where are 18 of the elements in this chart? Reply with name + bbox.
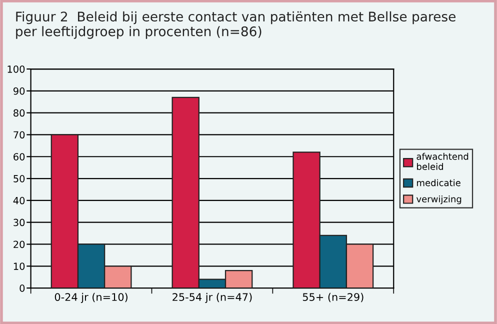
- y-tick-label: 40: [13, 196, 25, 204]
- legend-label: afwachtend beleid: [416, 152, 468, 170]
- y-tick-label: 50: [14, 175, 25, 182]
- legend-label: medicatie: [417, 179, 460, 186]
- y-tick-label: 80: [14, 109, 25, 117]
- y-tick-label: 100: [8, 65, 25, 73]
- y-tick-label: 60: [14, 153, 25, 160]
- y-tick-label: 10: [14, 262, 25, 270]
- chart-title: Figuur 2 Beleid bij eerste contact van patiënten met Bellse parese per leeftijdgroep in procenten (n=86): [16, 11, 456, 39]
- x-tick-label: 55+ (n=29): [302, 292, 364, 302]
- y-tick-label: 0: [20, 284, 25, 292]
- x-tick-label: 25-54 jr (n=47): [172, 292, 252, 303]
- x-tick-label: 0-24 jr (n=10): [54, 292, 128, 303]
- y-tick-label: 90: [14, 87, 25, 95]
- y-tick-label: 70: [14, 131, 25, 139]
- y-tick-label: 20: [14, 240, 25, 248]
- y-tick-label: 30: [14, 218, 25, 226]
- legend-label: verwijzing: [416, 195, 462, 204]
